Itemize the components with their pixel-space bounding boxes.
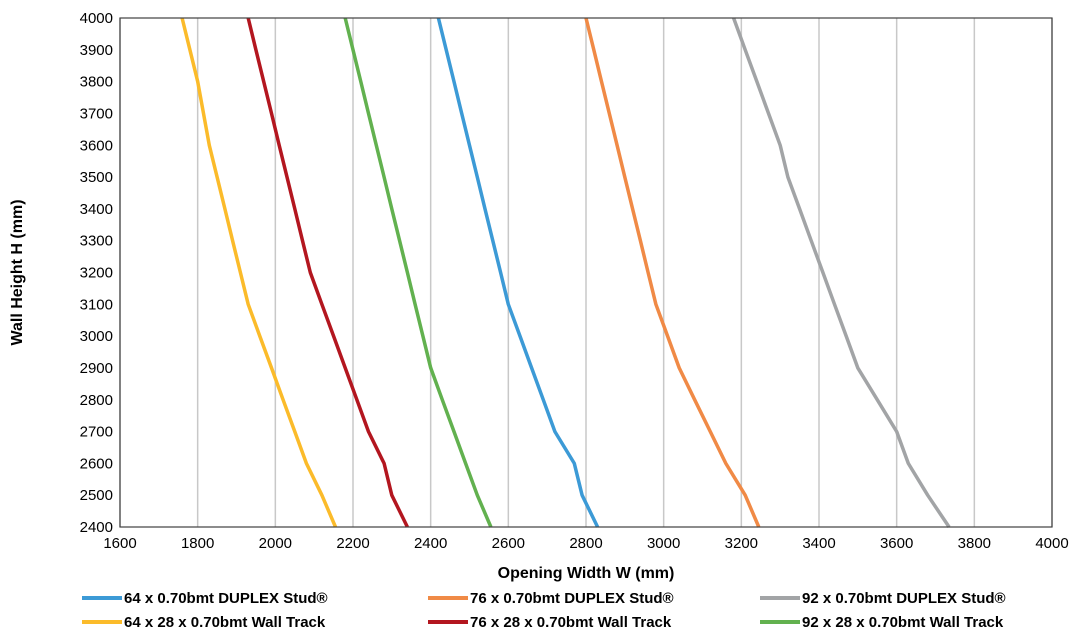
y-tick-label: 2700 xyxy=(80,424,113,441)
legend-item: 92 x 28 x 0.70bmt Wall Track xyxy=(760,614,1004,631)
legend-label: 76 x 28 x 0.70bmt Wall Track xyxy=(470,614,672,631)
x-tick-label: 2000 xyxy=(259,535,292,552)
legend-label: 64 x 0.70bmt DUPLEX Stud® xyxy=(124,590,328,607)
legend: 64 x 0.70bmt DUPLEX Stud® 76 x 0.70bmt DU… xyxy=(82,590,1006,631)
legend-item: 64 x 28 x 0.70bmt Wall Track xyxy=(82,614,326,631)
y-tick-label: 2900 xyxy=(80,360,113,377)
y-tick-label: 3400 xyxy=(80,201,113,218)
y-tick-label: 2600 xyxy=(80,455,113,472)
legend-label: 92 x 28 x 0.70bmt Wall Track xyxy=(802,614,1004,631)
series-line-5 xyxy=(246,17,409,528)
legend-label: 92 x 0.70bmt DUPLEX Stud® xyxy=(802,590,1006,607)
legend-item: 64 x 0.70bmt DUPLEX Stud® xyxy=(82,590,328,607)
x-tick-label: 4000 xyxy=(1035,535,1068,552)
x-tick-label: 1800 xyxy=(181,535,214,552)
series-lines xyxy=(180,17,951,528)
x-tick-label: 3400 xyxy=(802,535,835,552)
y-axis-ticks: 2400 2500 2600 2700 2800 2900 3000 3100 3200 3300… xyxy=(80,10,113,536)
y-tick-label: 3300 xyxy=(80,233,113,250)
plot-area-border xyxy=(119,17,1053,528)
x-tick-label: 2400 xyxy=(414,535,447,552)
y-tick-label: 4000 xyxy=(80,10,113,27)
x-tick-label: 1600 xyxy=(103,535,136,552)
y-tick-label: 2400 xyxy=(80,519,113,536)
x-tick-label: 3800 xyxy=(958,535,991,552)
series-line-6 xyxy=(343,17,493,528)
legend-item: 92 x 0.70bmt DUPLEX Stud® xyxy=(760,590,1006,607)
y-tick-label: 3200 xyxy=(80,265,113,282)
x-tick-label: 3000 xyxy=(647,535,680,552)
x-tick-label: 2600 xyxy=(492,535,525,552)
x-axis-ticks: 1600 1800 2000 2200 2400 2600 2800 3000 3200 3400… xyxy=(103,535,1068,552)
y-tick-label: 3800 xyxy=(80,74,113,91)
legend-item: 76 x 28 x 0.70bmt Wall Track xyxy=(428,614,672,631)
y-tick-label: 3600 xyxy=(80,137,113,154)
legend-item: 76 x 0.70bmt DUPLEX Stud® xyxy=(428,590,674,607)
y-tick-label: 3500 xyxy=(80,169,113,186)
x-tick-label: 2200 xyxy=(336,535,369,552)
y-tick-label: 3700 xyxy=(80,105,113,122)
series-line-1 xyxy=(436,17,600,528)
x-tick-label: 3600 xyxy=(880,535,913,552)
x-axis-title: Opening Width W (mm) xyxy=(498,565,675,582)
y-tick-label: 2800 xyxy=(80,392,113,409)
legend-label: 76 x 0.70bmt DUPLEX Stud® xyxy=(470,590,674,607)
x-tick-label: 2800 xyxy=(569,535,602,552)
series-line-2 xyxy=(584,17,761,528)
y-tick-label: 2500 xyxy=(80,487,113,504)
grid xyxy=(119,18,1053,527)
series-line-3 xyxy=(731,17,951,528)
y-axis-title: Wall Height H (mm) xyxy=(9,199,26,345)
x-tick-label: 3200 xyxy=(725,535,758,552)
legend-label: 64 x 28 x 0.70bmt Wall Track xyxy=(124,614,326,631)
y-tick-label: 3100 xyxy=(80,296,113,313)
y-tick-label: 3900 xyxy=(80,42,113,59)
series-line-4 xyxy=(180,17,338,528)
y-tick-label: 3000 xyxy=(80,328,113,345)
